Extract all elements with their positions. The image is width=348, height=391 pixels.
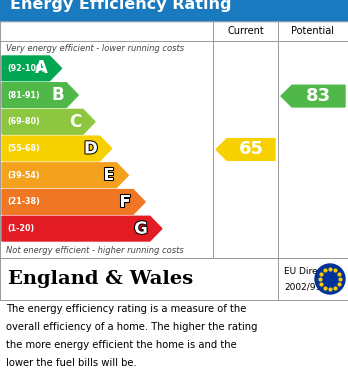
Polygon shape (2, 109, 95, 134)
Text: The energy efficiency rating is a measure of the: The energy efficiency rating is a measur… (6, 304, 246, 314)
Text: 65: 65 (238, 140, 263, 158)
Text: G: G (134, 220, 148, 238)
Text: 83: 83 (306, 87, 331, 105)
Text: Current: Current (227, 26, 264, 36)
Text: England & Wales: England & Wales (8, 270, 193, 288)
Polygon shape (2, 216, 162, 241)
Text: D: D (84, 140, 98, 158)
Text: (69-80): (69-80) (7, 117, 40, 126)
Text: (55-68): (55-68) (7, 144, 40, 153)
Bar (0, 21, 348, 258)
Polygon shape (2, 56, 62, 81)
Text: Not energy efficient - higher running costs: Not energy efficient - higher running co… (6, 246, 184, 255)
Text: Energy Efficiency Rating: Energy Efficiency Rating (10, 0, 231, 12)
Text: the more energy efficient the home is and the: the more energy efficient the home is an… (6, 340, 237, 350)
Text: EU Directive: EU Directive (284, 267, 340, 276)
Text: (21-38): (21-38) (7, 197, 40, 206)
Polygon shape (2, 163, 128, 188)
Bar (0, 21, 348, 258)
Text: (39-54): (39-54) (7, 171, 40, 180)
Text: 2002/91/EC: 2002/91/EC (284, 282, 336, 291)
Polygon shape (2, 190, 145, 214)
Text: Very energy efficient - lower running costs: Very energy efficient - lower running co… (6, 44, 184, 53)
Text: C: C (69, 113, 81, 131)
Text: (92-100): (92-100) (7, 64, 45, 73)
Polygon shape (2, 136, 112, 161)
Text: F: F (120, 193, 131, 211)
Bar (0, 258, 348, 300)
Text: B: B (52, 86, 64, 104)
Text: (1-20): (1-20) (7, 224, 34, 233)
Polygon shape (216, 139, 275, 160)
Bar (0, 258, 348, 300)
Bar (0, 0, 348, 21)
Polygon shape (2, 83, 78, 108)
Text: overall efficiency of a home. The higher the rating: overall efficiency of a home. The higher… (6, 322, 258, 332)
Text: A: A (35, 59, 48, 77)
Text: Potential: Potential (292, 26, 334, 36)
Text: E: E (103, 166, 114, 184)
Circle shape (315, 264, 345, 294)
Text: (81-91): (81-91) (7, 91, 40, 100)
Polygon shape (281, 85, 345, 107)
Text: lower the fuel bills will be.: lower the fuel bills will be. (6, 358, 137, 368)
